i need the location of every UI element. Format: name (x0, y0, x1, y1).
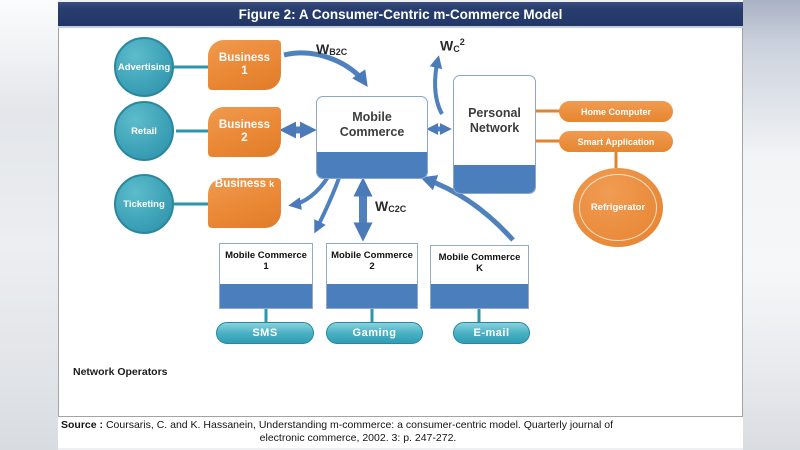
wlabel-main: W (375, 198, 389, 214)
source-text: Coursaris, C. and K. Hassanein, Understa… (105, 419, 614, 431)
service-pill-label: SMS (252, 327, 278, 339)
wlabel-main: W (316, 41, 330, 57)
wlabel-sub: C2C (388, 204, 407, 214)
source-line-2: electronic commerce, 2002. 3: p. 247-272… (259, 432, 457, 444)
wlabel-sub: B2C (329, 47, 348, 57)
slide-title: Figure 2: A Consumer-Centric m-Commerce … (238, 6, 563, 22)
business-node-1: Business 1 (208, 40, 281, 90)
consumer-blue-band (431, 284, 528, 308)
service-pill-sms: SMS (216, 322, 314, 344)
edge-label-wb2c: WB2C (316, 41, 347, 57)
wlabel-main: W (440, 37, 454, 54)
consumer-index: 2 (369, 261, 375, 272)
consumer-node-k: Mobile Commerce K (430, 245, 529, 309)
service-circle-advertising: Advertising (114, 37, 174, 97)
pn-blue-band (454, 165, 535, 193)
arrow-wc2 (429, 55, 444, 115)
consumer-blue-band (220, 284, 312, 308)
business-index: 1 (241, 65, 248, 77)
arrow-hub-bk (288, 175, 330, 210)
consumer-blue-band (327, 284, 417, 308)
business-index: k (269, 179, 275, 189)
hub-label: Mobile Commerce (339, 109, 405, 139)
consumer-node-1: Mobile Commerce 1 (219, 243, 313, 309)
hub-label-wrap: Mobile Commerce (317, 97, 427, 152)
business-node-2: Business 2 (208, 107, 281, 157)
slide: Figure 2: A Consumer-Centric m-Commerce … (58, 2, 743, 448)
hub-blue-band (317, 152, 427, 178)
consumer-index: 1 (263, 261, 269, 272)
business-name: Business (218, 52, 271, 64)
consumer-name: Mobile Commerce (331, 250, 413, 261)
business-index: 2 (241, 132, 248, 144)
business-node-k: Business k (208, 178, 281, 228)
personal-network-label: Personal Network (468, 105, 521, 135)
source-prefix: Source : (61, 419, 104, 431)
arrow-wb2c (283, 50, 368, 87)
device-pill-home-computer: Home Computer (559, 101, 673, 122)
service-circle-retail: Retail (114, 101, 174, 161)
consumer-index: K (476, 263, 483, 274)
refrigerator-node: Refrigerator (573, 168, 663, 247)
consumer-label-wrap: Mobile Commerce K (431, 246, 528, 274)
device-label: Home Computer (580, 106, 651, 117)
business-name: Business (218, 119, 271, 131)
title-bar: Figure 2: A Consumer-Centric m-Commerce … (58, 2, 743, 28)
arrow-hub-c1 (314, 177, 341, 234)
service-pill-gaming: Gaming (326, 322, 423, 344)
source-citation: Source : Coursaris, C. and K. Hassanein,… (58, 419, 743, 445)
consumer-label-wrap: Mobile Commerce 2 (327, 244, 417, 272)
personal-network-node: Personal Network (453, 75, 536, 194)
wlabel-sub: C (453, 43, 460, 54)
consumer-name: Mobile Commerce (225, 250, 307, 261)
source-line-1: Source : Coursaris, C. and K. Hassanein,… (58, 419, 743, 432)
edge-label-wc2: WC2 (440, 37, 465, 54)
background-left-gradient (0, 0, 58, 450)
network-operators-label: Network Operators (73, 366, 168, 378)
hub-mobile-commerce: Mobile Commerce (316, 96, 428, 179)
background-right-gradient (743, 0, 800, 450)
device-label: Smart Application (577, 136, 655, 147)
device-pill-smart-application: Smart Application (559, 131, 673, 152)
consumer-node-2: Mobile Commerce 2 (326, 243, 418, 309)
business-name: Business (214, 178, 267, 190)
edge-label-wc2c: WC2C (375, 198, 406, 214)
pn-label-wrap: Personal Network (454, 76, 535, 165)
consumer-name: Mobile Commerce (438, 252, 521, 263)
service-pill-email: E-mail (453, 322, 530, 344)
service-circle-ticketing: Ticketing (114, 174, 174, 234)
consumer-label-wrap: Mobile Commerce 1 (220, 244, 312, 272)
diagram-panel: Advertising Retail Ticketing Business 1 … (58, 28, 743, 417)
service-label: Ticketing (123, 198, 165, 210)
service-pill-label: Gaming (352, 327, 397, 339)
service-pill-label: E-mail (473, 327, 510, 339)
service-label: Advertising (117, 61, 171, 73)
refrigerator-label: Refrigerator (590, 202, 646, 213)
wlabel-sup: 2 (459, 37, 465, 47)
service-label: Retail (131, 125, 157, 137)
